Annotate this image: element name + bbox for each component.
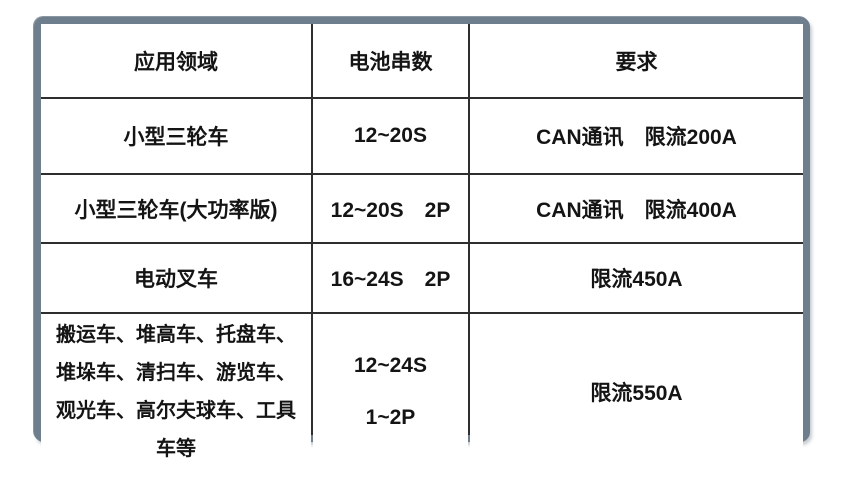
cell-application-row3: 电动叉车 [41,244,311,312]
cell-battery-strings-row1: 12~20S [313,99,468,173]
cell-battery-strings-row3: 16~24S 2P [313,244,468,312]
column-header-application: 应用领域 [41,24,311,97]
cell-application-row2: 小型三轮车(大功率版) [41,175,311,242]
cell-requirement-row1: CAN通讯 限流200A [470,99,803,173]
cell-battery-strings-row2: 12~20S 2P [313,175,468,242]
battery-strings-row4-line1: 12~24S [354,354,427,377]
cell-application-row4: 搬运车、堆高车、托盘车、堆垛车、清扫车、游览车、观光车、高尔夫球车、工具车等 [41,314,311,470]
battery-strings-row4-line2: 1~2P [365,406,416,429]
cell-battery-strings-row4: 12~24S 1~2P [313,314,468,470]
column-header-battery-strings: 电池串数 [313,24,468,97]
column-header-requirement: 要求 [470,24,803,97]
cell-requirement-row4: 限流550A [470,314,803,470]
cell-requirement-row3: 限流450A [470,244,803,312]
cell-application-row1: 小型三轮车 [41,99,311,173]
cell-requirement-row2: CAN通讯 限流400A [470,175,803,242]
spec-table: 应用领域 电池串数 要求 小型三轮车 12~20S CAN通讯 限流200A 小… [41,24,803,470]
spec-table-frame: 应用领域 电池串数 要求 小型三轮车 12~20S CAN通讯 限流200A 小… [34,17,810,470]
